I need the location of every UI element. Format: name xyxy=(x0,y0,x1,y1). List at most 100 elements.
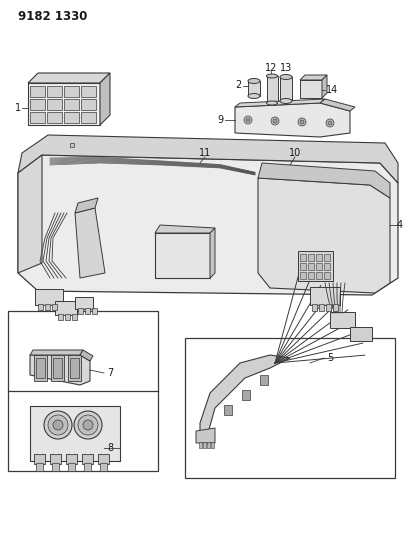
Polygon shape xyxy=(258,163,390,198)
Bar xyxy=(65,314,70,320)
Circle shape xyxy=(83,420,93,430)
Ellipse shape xyxy=(280,75,292,79)
Bar xyxy=(300,263,306,270)
Bar xyxy=(38,304,43,310)
Ellipse shape xyxy=(248,93,260,99)
Circle shape xyxy=(244,116,252,124)
Bar xyxy=(55,301,77,315)
Bar xyxy=(199,442,202,448)
Bar xyxy=(47,99,62,110)
Bar xyxy=(260,375,268,384)
Text: 9182 1330: 9182 1330 xyxy=(18,10,88,23)
Bar xyxy=(155,233,210,278)
Polygon shape xyxy=(196,428,215,443)
Text: 4: 4 xyxy=(397,220,403,230)
Bar xyxy=(68,463,75,471)
Bar xyxy=(333,304,338,311)
Bar xyxy=(45,304,50,310)
Circle shape xyxy=(246,118,250,122)
Bar xyxy=(53,358,62,378)
Circle shape xyxy=(53,420,63,430)
Polygon shape xyxy=(45,137,58,145)
Bar xyxy=(203,442,206,448)
Bar xyxy=(316,254,322,261)
Polygon shape xyxy=(18,155,42,273)
Text: 12: 12 xyxy=(265,63,277,73)
Bar xyxy=(70,143,74,147)
Text: 6: 6 xyxy=(79,147,85,157)
Bar xyxy=(100,463,107,471)
Text: 14: 14 xyxy=(326,85,338,95)
Bar xyxy=(68,136,82,144)
Bar xyxy=(28,83,100,125)
Polygon shape xyxy=(30,350,83,355)
Bar xyxy=(52,304,57,310)
Bar xyxy=(324,254,330,261)
Bar xyxy=(85,308,90,314)
Bar xyxy=(36,358,45,378)
Circle shape xyxy=(328,121,332,125)
Polygon shape xyxy=(75,198,98,213)
Text: 5: 5 xyxy=(327,353,333,363)
Circle shape xyxy=(74,411,102,439)
Bar xyxy=(298,251,333,281)
Bar xyxy=(330,312,355,328)
Bar xyxy=(35,289,63,305)
Bar xyxy=(316,263,322,270)
Text: 2: 2 xyxy=(235,80,241,90)
Polygon shape xyxy=(248,81,260,96)
Polygon shape xyxy=(18,135,398,183)
Bar xyxy=(30,112,45,123)
Bar xyxy=(310,287,340,305)
Bar xyxy=(300,272,306,279)
Bar xyxy=(312,304,317,311)
Bar xyxy=(84,463,91,471)
Bar xyxy=(34,454,45,464)
Text: 7: 7 xyxy=(107,368,113,378)
Bar xyxy=(300,80,322,98)
Bar xyxy=(30,86,45,97)
Bar xyxy=(81,99,96,110)
Bar xyxy=(78,308,83,314)
Bar xyxy=(47,86,62,97)
Ellipse shape xyxy=(266,101,277,105)
Bar xyxy=(50,454,61,464)
Polygon shape xyxy=(320,99,355,111)
Text: 3: 3 xyxy=(37,147,43,157)
Text: 8: 8 xyxy=(107,443,113,453)
Polygon shape xyxy=(280,77,292,101)
Polygon shape xyxy=(258,178,390,293)
Bar xyxy=(51,355,64,381)
Bar xyxy=(30,406,120,461)
Ellipse shape xyxy=(248,78,260,84)
Bar xyxy=(58,314,63,320)
Bar xyxy=(308,263,314,270)
Bar xyxy=(242,390,250,400)
Circle shape xyxy=(271,117,279,125)
Polygon shape xyxy=(200,355,290,433)
Bar xyxy=(70,358,79,378)
Bar xyxy=(34,355,47,381)
Polygon shape xyxy=(100,73,110,125)
Bar xyxy=(36,463,43,471)
Bar xyxy=(326,304,331,311)
Bar xyxy=(68,355,81,381)
Bar xyxy=(98,454,109,464)
Polygon shape xyxy=(28,73,110,83)
Bar xyxy=(308,272,314,279)
Circle shape xyxy=(298,118,306,126)
Polygon shape xyxy=(80,350,93,361)
Bar xyxy=(82,454,93,464)
Polygon shape xyxy=(235,99,325,107)
Polygon shape xyxy=(322,75,327,98)
Text: 13: 13 xyxy=(280,63,292,73)
Bar xyxy=(64,86,79,97)
Circle shape xyxy=(48,415,68,435)
Ellipse shape xyxy=(266,74,277,78)
Bar xyxy=(300,254,306,261)
Bar xyxy=(75,297,93,309)
Bar xyxy=(319,304,324,311)
Bar xyxy=(185,338,395,478)
Circle shape xyxy=(78,415,98,435)
Bar xyxy=(66,454,77,464)
